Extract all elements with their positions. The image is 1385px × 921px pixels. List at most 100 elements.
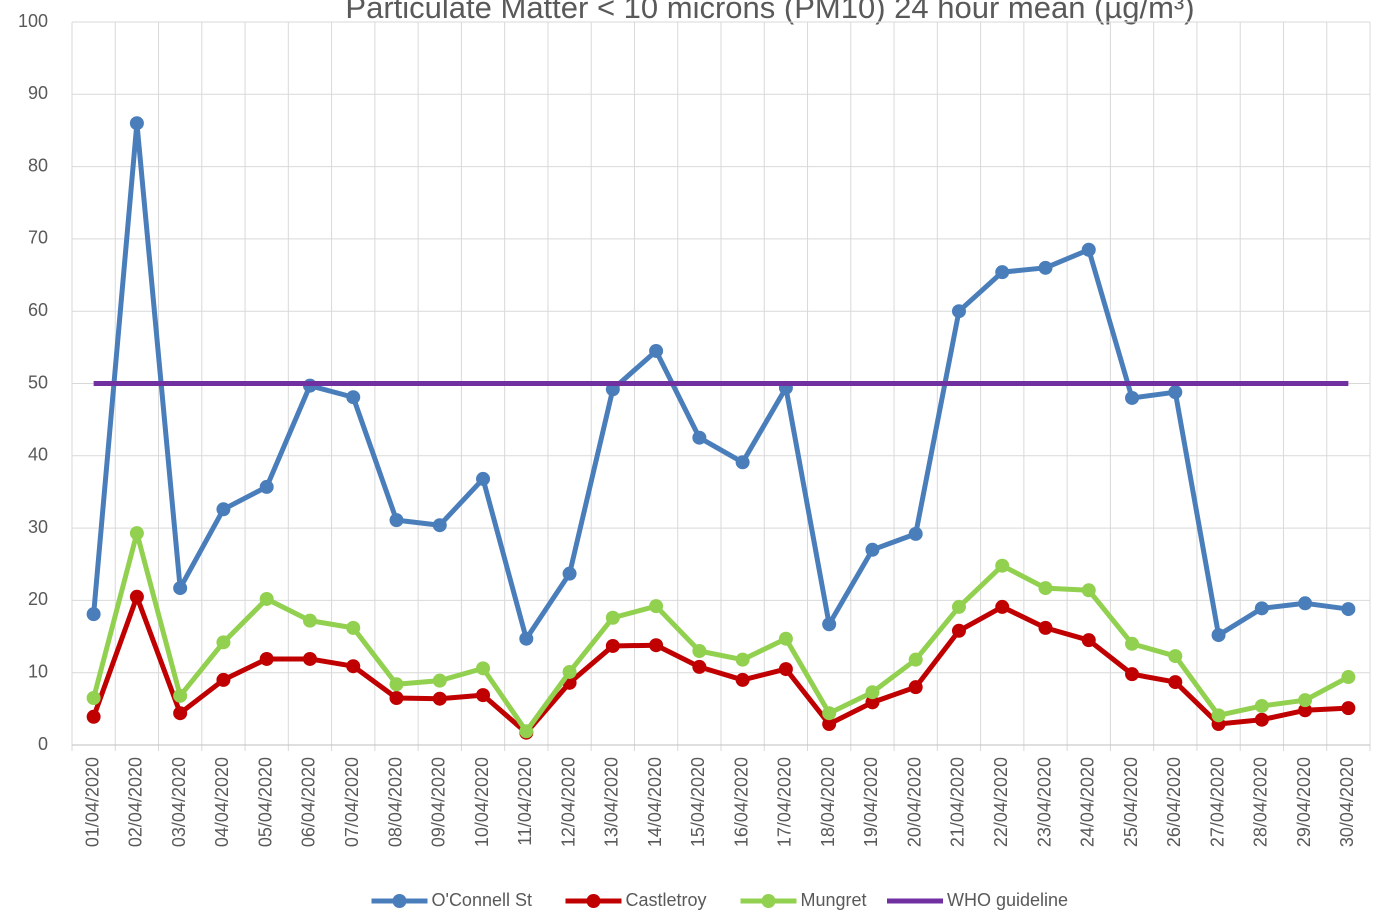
chart-title: Particulate Matter < 10 microns (PM10) 2… <box>345 0 1194 25</box>
x-tick-label: 16/04/2020 <box>731 757 751 847</box>
data-point <box>86 709 101 724</box>
data-point <box>995 599 1010 614</box>
legend-label: O'Connell St <box>432 890 533 910</box>
data-point <box>1081 583 1096 598</box>
legend-label: Castletroy <box>626 890 707 910</box>
data-point <box>1211 628 1226 643</box>
data-point <box>1254 698 1269 713</box>
data-point <box>389 691 404 706</box>
x-tick-label: 06/04/2020 <box>299 757 319 847</box>
data-point <box>1081 633 1096 648</box>
data-point <box>605 638 620 653</box>
data-point <box>216 502 231 517</box>
series-line <box>91 530 1350 734</box>
x-tick-label: 12/04/2020 <box>558 757 578 847</box>
data-point <box>1168 385 1183 400</box>
data-point <box>692 430 707 445</box>
y-tick-label: 10 <box>28 661 48 681</box>
data-point <box>778 662 793 677</box>
data-point <box>822 706 837 721</box>
data-point <box>735 652 750 667</box>
data-point <box>1168 649 1183 664</box>
x-tick-label: 01/04/2020 <box>82 757 102 847</box>
data-point <box>735 455 750 470</box>
x-tick-label: 27/04/2020 <box>1207 757 1227 847</box>
data-point <box>519 724 534 739</box>
data-point <box>951 599 966 614</box>
y-tick-label: 90 <box>28 83 48 103</box>
data-point <box>432 518 447 533</box>
data-point <box>346 620 361 635</box>
x-tick-label: 11/04/2020 <box>515 757 535 846</box>
data-point <box>1038 620 1053 635</box>
data-point <box>216 635 231 650</box>
data-point <box>389 677 404 692</box>
x-tick-label: 14/04/2020 <box>645 757 665 847</box>
data-point <box>476 661 491 676</box>
data-point <box>1125 390 1140 405</box>
data-point <box>129 116 144 131</box>
data-point <box>173 688 188 703</box>
data-point <box>649 343 664 358</box>
x-tick-label: 20/04/2020 <box>904 757 924 847</box>
data-point <box>735 672 750 687</box>
data-point <box>1341 701 1356 716</box>
x-tick-label: 26/04/2020 <box>1164 757 1184 847</box>
data-point <box>1038 581 1053 596</box>
data-point <box>865 542 880 557</box>
x-tick-label: 28/04/2020 <box>1251 757 1271 847</box>
x-tick-label: 07/04/2020 <box>342 757 362 847</box>
x-tick-label: 30/04/2020 <box>1337 757 1357 847</box>
x-tick-label: 23/04/2020 <box>1034 757 1054 847</box>
y-tick-label: 0 <box>38 734 48 754</box>
data-point <box>908 652 923 667</box>
data-point <box>129 526 144 541</box>
y-tick-label: 60 <box>28 300 48 320</box>
data-point <box>1254 601 1269 616</box>
series-line <box>91 594 1349 736</box>
data-point <box>1298 693 1313 708</box>
x-tick-label: 15/04/2020 <box>688 757 708 847</box>
data-point <box>259 479 274 494</box>
data-point <box>173 581 188 596</box>
data-point <box>1081 242 1096 257</box>
y-tick-label: 30 <box>28 517 48 537</box>
x-tick-label: 17/04/2020 <box>775 757 795 847</box>
data-point <box>649 599 664 614</box>
data-point <box>605 610 620 625</box>
x-tick-label: 02/04/2020 <box>126 757 146 847</box>
data-point <box>562 664 577 679</box>
data-point <box>1298 703 1313 718</box>
data-point <box>86 691 101 706</box>
data-point <box>86 607 101 622</box>
x-tick-label: 18/04/2020 <box>818 757 838 847</box>
legend-marker <box>761 894 776 908</box>
data-point <box>216 672 231 687</box>
series-line <box>91 120 1349 642</box>
data-point <box>1168 675 1183 690</box>
x-tick-label: 25/04/2020 <box>1121 757 1141 847</box>
data-point <box>822 617 837 632</box>
data-point <box>259 591 274 606</box>
x-tick-label: 19/04/2020 <box>861 757 881 847</box>
y-tick-label: 100 <box>18 11 48 31</box>
data-point <box>995 265 1010 280</box>
legend-marker <box>392 894 407 908</box>
data-point <box>302 651 317 666</box>
data-point <box>951 623 966 638</box>
x-tick-label: 04/04/2020 <box>212 757 232 847</box>
data-point <box>1341 670 1356 685</box>
data-point <box>908 526 923 541</box>
data-point <box>432 691 447 706</box>
data-point <box>476 471 491 486</box>
data-point <box>951 304 966 319</box>
y-tick-label: 80 <box>28 155 48 175</box>
data-point <box>1341 602 1356 617</box>
legend-label: Mungret <box>801 890 867 910</box>
y-tick-label: 50 <box>28 372 48 392</box>
data-point <box>1125 636 1140 651</box>
x-tick-label: 13/04/2020 <box>602 757 622 847</box>
x-tick-label: 08/04/2020 <box>385 757 405 847</box>
x-tick-label: 10/04/2020 <box>472 757 492 847</box>
